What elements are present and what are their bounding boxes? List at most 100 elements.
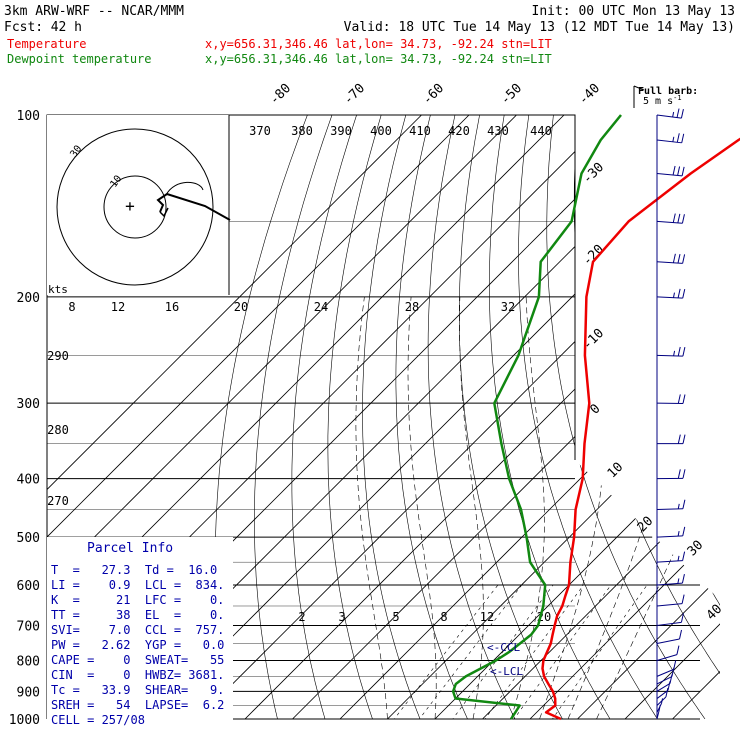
isotherm-label: 20 — [635, 514, 657, 536]
parcel-info-row: Tc = 33.9 SHEAR= 9. — [51, 683, 224, 697]
mixing-ratio-top-label: 16 — [165, 300, 179, 314]
isotherm-label: 10 — [605, 460, 627, 482]
hodograph-units: kts — [48, 283, 68, 296]
theta-label: 380 — [291, 124, 313, 138]
pressure-tick-label: 400 — [17, 473, 40, 488]
dry-adiabat-line — [254, 115, 333, 719]
barb-legend-title: Full barb: — [638, 86, 698, 97]
wind-barb — [656, 288, 686, 299]
dry-adiabat-line — [291, 115, 357, 719]
dry-adiabat-line — [626, 115, 720, 719]
isotherm-line — [47, 115, 497, 719]
wind-barb — [656, 594, 685, 607]
mixing-ratio-top-label: 20 — [234, 300, 248, 314]
wind-barb — [656, 526, 686, 538]
moist-adiabat-line — [459, 296, 484, 719]
wind-barb — [657, 434, 686, 445]
plot-frame — [46, 114, 576, 719]
pressure-tick-label: 500 — [17, 531, 40, 546]
mixing-ratio-line — [543, 584, 648, 719]
hodograph-ring-inner — [103, 175, 167, 239]
dry-adiabat-line — [676, 115, 720, 719]
mixing-ratio-top-label: 8 — [68, 300, 75, 314]
parcel-info-row: SVI= 7.0 CCL = 757. — [51, 623, 224, 637]
dry-adiabat-line — [546, 115, 715, 719]
wind-barb — [656, 660, 677, 677]
wind-barb — [656, 574, 685, 586]
isotherm-line — [564, 115, 720, 719]
pressure-tick-label: 700 — [17, 619, 40, 634]
parcel-info-row: T = 27.3 Td = 16.0 — [51, 563, 217, 577]
lcl-marker: <-LCL — [490, 665, 523, 678]
wind-barb — [656, 645, 680, 661]
dewpoint-profile — [451, 114, 622, 720]
dry-adiabat-line — [458, 115, 570, 719]
pressure-tick-label: 100 — [17, 109, 40, 124]
theta-label: 400 — [370, 124, 392, 138]
isotherm-line — [47, 115, 450, 719]
wind-barb — [656, 108, 684, 119]
forecast-hours: 42 h — [51, 20, 82, 35]
mixing-ratio-low-label: 5 — [392, 610, 399, 624]
isotherm-line — [469, 115, 720, 719]
mixing-ratio-low-label: 2 — [298, 610, 305, 624]
theta-label: 390 — [330, 124, 352, 138]
wind-barb — [656, 499, 686, 511]
barb-legend-flag — [633, 85, 645, 91]
sounding-profiles — [451, 114, 740, 721]
wind-barb — [656, 629, 683, 645]
pressure-tick-label: 900 — [17, 685, 40, 700]
forecast-label: Fcst: — [4, 20, 43, 35]
mixing-ratio-top-label: 28 — [405, 300, 419, 314]
hodograph-center-marker: + — [125, 197, 135, 216]
dry-adiabat-line — [726, 115, 740, 732]
valid-time: Valid: 18 UTC Tue 14 May 13 (12 MDT Tue … — [344, 20, 735, 35]
hodograph-ring-outer — [56, 128, 214, 286]
dewpoint-legend: Dewpoint temperature — [7, 52, 152, 66]
wind-barb — [656, 253, 686, 264]
mixing-ratio-low-label: 12 — [480, 610, 494, 624]
dry-adiabat-line — [651, 115, 720, 719]
theta-left-label: 290 — [47, 349, 69, 363]
hodograph-arc — [165, 181, 204, 196]
pressure-tick-label: 300 — [17, 397, 40, 412]
init-time: Init: 00 UTC Mon 13 May 13 — [532, 4, 736, 19]
wind-barb — [656, 613, 684, 626]
isotherm-line — [47, 115, 545, 719]
isotherm-line — [421, 115, 720, 719]
theta-label: 430 — [487, 124, 509, 138]
moist-adiabat-line — [510, 296, 545, 719]
ccl-marker: <-CCL — [487, 641, 520, 654]
isotherm-line — [231, 115, 720, 719]
mixing-ratio-line — [384, 584, 499, 719]
parcel-box-title: Parcel Info — [87, 541, 173, 556]
isotherm-label: 40 — [704, 602, 726, 624]
dry-adiabat-line — [518, 115, 667, 719]
isotherm-line — [611, 115, 720, 719]
dry-adiabat-line — [600, 115, 720, 719]
theta-label: 410 — [409, 124, 431, 138]
pressure-tick-label: 1000 — [9, 713, 40, 728]
mixing-ratio-top-label: 32 — [501, 300, 515, 314]
dry-adiabat-line — [395, 115, 474, 719]
isotherm-label: -80 — [267, 81, 294, 108]
parcel-info-row: LI = 0.9 LCL = 834. — [51, 578, 224, 592]
parcel-info-box: Parcel Info T = 27.3 Td = 16.0LI = 0.9 L… — [47, 537, 233, 727]
mixing-ratio-line — [475, 584, 584, 719]
wind-barb — [656, 133, 685, 144]
temperature-legend: Temperature — [7, 37, 86, 51]
isotherm-line — [184, 115, 720, 719]
parcel-info-row: CELL = 257/08 — [51, 713, 145, 727]
isotherm-line — [374, 115, 720, 719]
theta-label: 420 — [448, 124, 470, 138]
dewpoint-location: x,y=656.31,346.46 lat,lon= 34.73, -92.24… — [205, 52, 552, 66]
mixing-ratio-line — [409, 584, 523, 719]
wind-barb — [656, 469, 686, 480]
parcel-info-row: SREH = 54 LAPSE= 6.2 — [51, 698, 224, 712]
parcel-info-row: PW = 2.62 YGP = 0.0 — [51, 638, 224, 652]
parcel-info-row: CIN = 0 HWBZ= 3681. — [51, 668, 224, 682]
hodograph-trace-start — [159, 207, 169, 218]
wind-barb — [656, 165, 685, 177]
dry-adiabat-line — [700, 115, 720, 719]
mixing-ratio-line — [504, 584, 612, 719]
